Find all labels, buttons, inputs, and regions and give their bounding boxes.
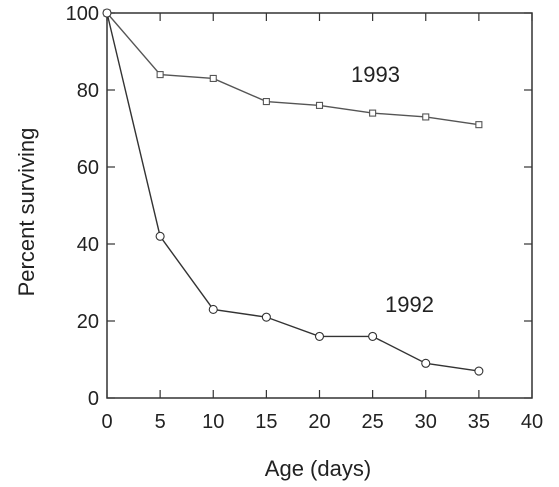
data-point-1993	[209, 74, 217, 82]
data-point-1992	[261, 312, 271, 322]
y-tick-label: 20	[77, 311, 99, 333]
x-tick-label: 25	[362, 411, 384, 433]
x-axis-label: Age (days)	[265, 456, 371, 481]
data-point-1993	[262, 98, 270, 106]
data-point-1993	[422, 113, 430, 121]
x-tick-label: 5	[155, 411, 166, 433]
series-label-1993: 1993	[351, 62, 400, 87]
y-tick-label: 100	[66, 3, 99, 25]
x-tick-label: 35	[468, 411, 490, 433]
data-point-1992	[474, 366, 484, 376]
data-point-1993	[369, 109, 377, 117]
y-axis-label: Percent surviving	[14, 128, 39, 297]
x-tick-label: 20	[308, 411, 330, 433]
data-point-1992	[314, 331, 325, 341]
y-tick-label: 0	[88, 388, 99, 410]
y-tick-label: 60	[77, 157, 99, 179]
data-point-1992	[421, 358, 431, 368]
data-point-1992	[368, 331, 378, 341]
y-tick-label: 80	[77, 80, 99, 102]
data-point-1992	[208, 304, 218, 315]
x-tick-label: 15	[255, 411, 277, 433]
y-axis-ticks: 0 20 40 60 80 100	[66, 3, 532, 410]
x-tick-label: 30	[415, 411, 437, 433]
data-point-1992	[102, 8, 112, 18]
y-tick-label: 40	[77, 234, 99, 256]
series-points	[102, 8, 484, 376]
data-point-1993	[315, 101, 324, 109]
x-tick-label: 0	[101, 411, 112, 433]
data-point-1993	[156, 71, 164, 79]
data-point-1992	[155, 231, 165, 241]
x-tick-label: 10	[202, 411, 224, 433]
series-label-1992: 1992	[385, 292, 434, 317]
series-lines	[106, 12, 479, 372]
data-point-1993	[475, 121, 483, 129]
x-tick-label: 40	[521, 411, 543, 433]
x-axis-ticks: 0 5 10 15 20 25 30 35 40	[101, 13, 543, 433]
series-line-1993	[106, 12, 479, 126]
series-line-1992	[106, 12, 479, 372]
